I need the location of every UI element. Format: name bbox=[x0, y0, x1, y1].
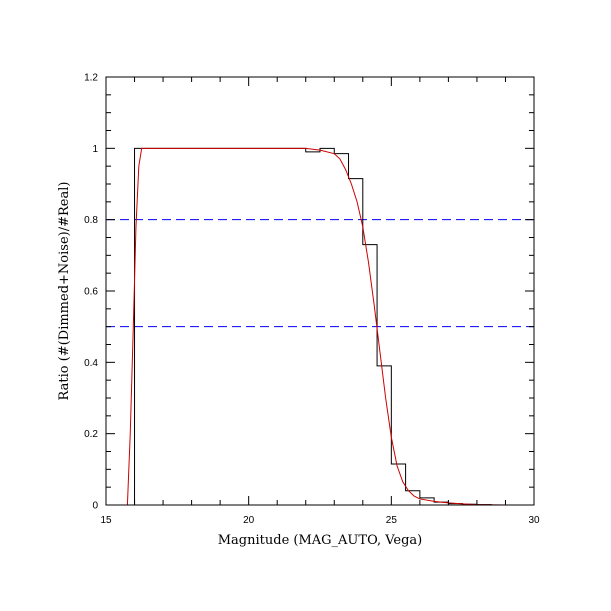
x-tick-label: 15 bbox=[100, 515, 112, 526]
y-tick-label: 0.2 bbox=[84, 429, 98, 440]
y-tick-label: 0.6 bbox=[84, 287, 98, 298]
axis-ticks: 15 20 25 30 0 0.2 0.4 0.6 0.8 1 1.2 bbox=[84, 73, 540, 527]
y-tick-label: 0.4 bbox=[84, 358, 98, 369]
y-tick-label: 1 bbox=[92, 144, 98, 155]
y-tick-label: 0.8 bbox=[84, 215, 98, 226]
fit-curve-series bbox=[126, 147, 534, 506]
y-tick-label: 0 bbox=[92, 501, 98, 512]
plot-area bbox=[106, 147, 534, 506]
x-tick-label: 20 bbox=[243, 515, 255, 526]
y-axis-title: Ratio (#(Dimmed+Noise)/#Real) bbox=[57, 182, 72, 401]
y-tick-label: 1.2 bbox=[84, 73, 98, 84]
plot-frame bbox=[105, 76, 535, 506]
x-axis-title: Magnitude (MAG_AUTO, Vega) bbox=[218, 533, 423, 548]
x-tick-label: 25 bbox=[386, 515, 398, 526]
x-tick-label: 30 bbox=[528, 515, 540, 526]
